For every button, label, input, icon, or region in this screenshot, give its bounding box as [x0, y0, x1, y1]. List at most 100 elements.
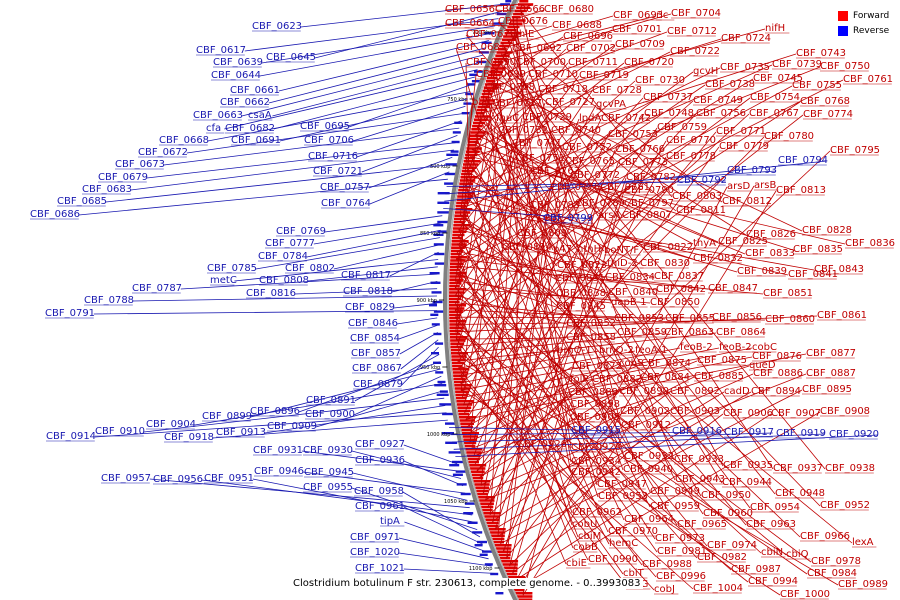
forward-connector [455, 330, 808, 575]
reverse-gene-label: CBF_0617 [196, 45, 246, 56]
forward-gene-label: CBF_0937 [773, 463, 823, 474]
forward-gene-label: CBF_0823 [557, 260, 607, 271]
legend: Forward Reverse [838, 8, 889, 38]
forward-gene-label: folP [570, 374, 588, 385]
forward-gene-label: CBF_0872 [572, 361, 622, 372]
forward-connector [457, 243, 708, 547]
forward-feature-block [452, 233, 465, 237]
reverse-connector [244, 18, 499, 52]
forward-gene-label: CBF_0790 [624, 185, 674, 196]
forward-feature-block [453, 377, 466, 381]
reverse-connector [403, 460, 464, 487]
forward-connector [464, 184, 678, 526]
reverse-feature-block [432, 300, 443, 304]
scale-tick-label: 800 kbp [430, 164, 450, 170]
forward-connector [463, 67, 721, 195]
reverse-gene-label: CBF_0639 [213, 57, 263, 68]
forward-gene-label: CBF_0982 [697, 552, 747, 563]
forward-connector [478, 150, 831, 479]
forward-feature-block [464, 156, 475, 160]
forward-gene-label: CBF_1000 [780, 589, 830, 600]
forward-feature-block [477, 492, 488, 496]
reverse-feature-block [455, 470, 468, 473]
forward-feature-block [449, 288, 467, 291]
forward-gene-label: CBF_0964 [624, 514, 674, 525]
forward-connector [468, 363, 620, 435]
forward-gene-label: queD [749, 360, 776, 371]
reverse-feature-block [434, 252, 445, 256]
forward-feature-block [507, 25, 520, 29]
forward-connector [457, 359, 839, 586]
forward-connector [500, 15, 657, 56]
forward-feature-block [457, 192, 475, 195]
forward-feature-block [475, 486, 489, 489]
forward-gene-label: CBF_0752 [562, 142, 612, 153]
forward-feature-block [449, 313, 462, 317]
forward-feature-block [465, 153, 478, 157]
forward-connector [459, 221, 606, 279]
forward-connector [510, 31, 625, 458]
forward-connector [493, 75, 572, 474]
forward-gene-label: CBF_0952 [820, 500, 870, 511]
reverse-connector [351, 450, 462, 479]
reverse-gene-label: CBF_0645 [266, 52, 316, 63]
forward-gene-label: CBF_0938 [825, 463, 875, 474]
reverse-connector [368, 156, 453, 189]
reverse-feature-block [450, 150, 459, 153]
forward-gene-label: CBF_0803 [672, 191, 722, 202]
forward-gene-label: CBF_0807 [622, 210, 672, 221]
reverse-connector [268, 47, 486, 104]
forward-feature-block [449, 307, 465, 310]
forward-gene-label: CBF_0676 [498, 16, 548, 27]
forward-gene-label: CBF_0759 [657, 122, 707, 133]
forward-connector [464, 185, 694, 260]
forward-feature-block [456, 396, 467, 400]
forward-feature-block [453, 380, 465, 384]
reverse-feature-block [433, 233, 444, 236]
reverse-gene-label: CBF_0931 [253, 445, 303, 456]
forward-gene-label: CBF_0850 [650, 297, 700, 308]
reverse-feature-block [452, 131, 461, 134]
forward-feature-block [452, 227, 469, 230]
forward-connector [463, 192, 747, 526]
reverse-gene-label: CBF_0792 [677, 175, 727, 186]
forward-feature-block [489, 531, 506, 534]
forward-feature-block [470, 467, 486, 470]
forward-gene-label: nifH [765, 23, 785, 34]
forward-gene-label: CBF_0690 [466, 57, 516, 68]
forward-gene-label: CBF_0853 [614, 313, 664, 324]
reverse-feature-block [464, 502, 475, 505]
forward-connector [456, 250, 574, 549]
reverse-gene-label: CBF_0764 [321, 198, 371, 209]
reverse-gene-label: CBF_0668 [159, 135, 209, 146]
forward-gene-label: CBF_0696 [563, 31, 613, 42]
reverse-connector [105, 164, 451, 203]
forward-connector [459, 381, 694, 590]
forward-gene-label: CBF_0666 [495, 4, 545, 15]
forward-gene-label: p47 [553, 244, 572, 255]
forward-connector [503, 46, 599, 217]
forward-feature-block [464, 441, 477, 445]
forward-gene-label: CBF_0772 [570, 170, 620, 181]
reverse-connector [194, 383, 443, 426]
forward-feature-block [508, 22, 523, 25]
reverse-gene-label: CBF_0788 [84, 295, 134, 306]
reverse-connector [163, 127, 460, 166]
forward-gene-label: feoB-2 [719, 342, 752, 353]
reverse-connector [400, 339, 439, 370]
reverse-feature-block [474, 70, 484, 73]
reverse-feature-block [445, 422, 457, 425]
forward-connector [502, 404, 571, 551]
forward-gene-label: thyA [693, 238, 716, 249]
forward-gene-label: CBF_0735 [720, 62, 770, 73]
forward-connector [506, 39, 723, 203]
forward-connector [479, 119, 702, 497]
forward-connector [494, 162, 619, 530]
reverse-gene-label: CBF_0769 [276, 226, 326, 237]
forward-connector [489, 391, 620, 515]
forward-gene-label: CBF_0825 [718, 236, 768, 247]
forward-connector [503, 177, 627, 552]
forward-gene-label: CBF_0688 [552, 20, 602, 31]
reverse-feature-block [446, 153, 459, 156]
